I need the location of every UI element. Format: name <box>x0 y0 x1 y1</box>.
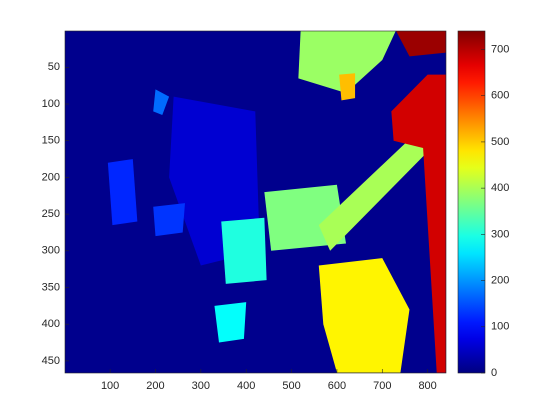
y-tick-label: 300 <box>42 245 60 257</box>
y-tick-label: 400 <box>42 318 60 330</box>
x-tick-label: 800 <box>418 380 436 392</box>
y-tick-label: 350 <box>42 281 60 293</box>
colorbar-tick-label: 200 <box>491 274 509 286</box>
region <box>391 74 446 373</box>
x-tick-label: 100 <box>101 380 119 392</box>
region <box>107 159 138 226</box>
plot-frame <box>64 30 447 374</box>
region <box>221 217 267 284</box>
colorbar-tick-label: 500 <box>491 136 509 148</box>
colorbar-tick-label: 400 <box>491 182 509 194</box>
colorbar <box>457 30 486 374</box>
region <box>396 31 446 57</box>
y-tick-label: 250 <box>42 208 60 220</box>
x-tick-label: 500 <box>282 380 300 392</box>
region <box>339 73 356 101</box>
colorbar-tick-label: 100 <box>491 321 509 333</box>
colorbar-tick-label: 700 <box>491 43 509 55</box>
image <box>65 31 446 373</box>
x-tick-label: 400 <box>237 380 255 392</box>
region <box>318 258 410 373</box>
x-tick-label: 200 <box>146 380 164 392</box>
y-tick-label: 100 <box>42 98 60 110</box>
colorbar-tick-label: 300 <box>491 228 509 240</box>
colorbar-tick-label: 600 <box>491 90 509 102</box>
x-tick-label: 600 <box>328 380 346 392</box>
y-tick-label: 150 <box>42 135 60 147</box>
region <box>214 302 247 343</box>
x-tick-label: 300 <box>192 380 210 392</box>
region <box>153 203 185 237</box>
region <box>153 89 170 116</box>
y-tick-label: 450 <box>42 355 60 367</box>
region <box>318 111 446 251</box>
x-tick-label: 700 <box>373 380 391 392</box>
colorbar-tick-label: 0 <box>491 367 497 379</box>
y-tick-label: 200 <box>42 171 60 183</box>
region <box>298 31 396 94</box>
y-tick-label: 50 <box>48 61 60 73</box>
